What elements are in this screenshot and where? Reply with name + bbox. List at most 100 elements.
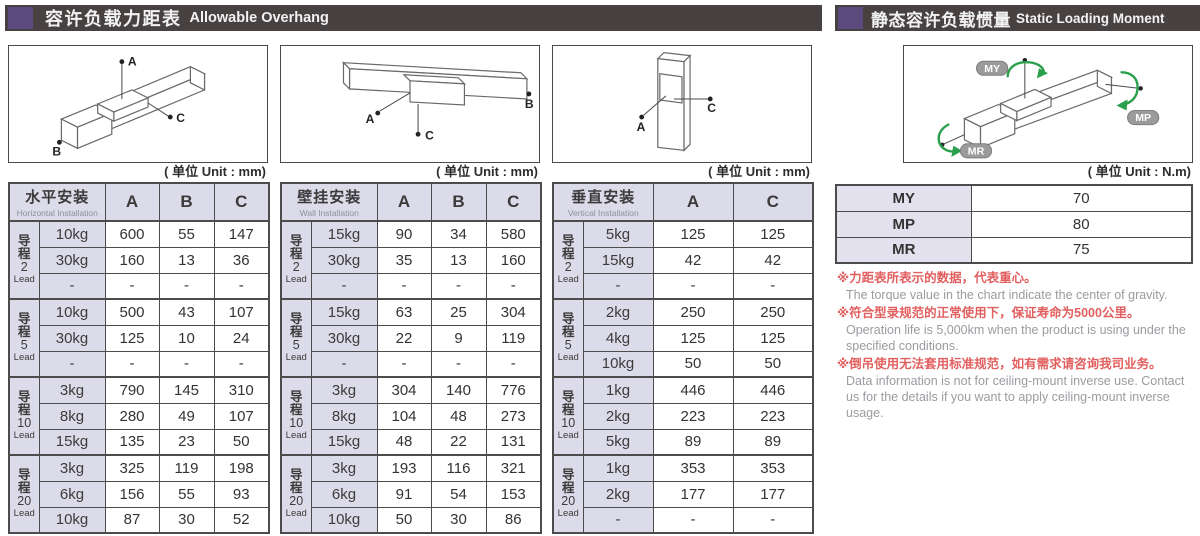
table-row: 导程 2 Lead 15kg 90 34 580 <box>280 220 542 300</box>
vertical-installation-panel: A C ( 单位 Unit : mm) 垂直安装 Vertical Install… <box>552 45 814 534</box>
horizontal-diagram-box: A B C <box>8 45 268 163</box>
load-cell: - <box>310 272 378 300</box>
table-row: 导程 5 Lead 2kg 250 250 <box>552 298 814 378</box>
value-cell: 250 <box>732 298 814 326</box>
value-cell: 304 <box>376 376 432 404</box>
value-cell: 49 <box>158 402 215 430</box>
table-row: MY 70 <box>835 184 1193 212</box>
value-cell: 9 <box>430 324 487 352</box>
point-marker-c <box>707 96 713 102</box>
lead-number: 10 <box>561 416 576 430</box>
moment-row-value: 75 <box>970 236 1193 264</box>
table-row: 导程 10 Lead 1kg 446 446 <box>552 376 814 456</box>
lead-zh-char: 导 <box>561 390 575 404</box>
value-cell: 91 <box>376 480 432 508</box>
value-cell: 321 <box>485 454 542 482</box>
value-cell: - <box>652 506 734 534</box>
load-cell: - <box>38 272 106 300</box>
load-cell: - <box>582 506 654 534</box>
column-header: B <box>158 182 215 222</box>
diagram-label-c: C <box>425 128 434 142</box>
unit-label-nm: ( 单位 Unit : N.m) <box>1087 164 1191 179</box>
lead-cell: 导程 2 Lead <box>552 220 584 300</box>
table-row: 导程 5 Lead 10kg 500 43 107 <box>8 298 270 378</box>
value-cell: 446 <box>732 376 814 404</box>
column-header: B <box>430 182 487 222</box>
horizontal-installation-panel: A B C ( 单位 Unit : mm) 水平安装 Horizontal Ins… <box>8 45 271 534</box>
note-zh: ※符合型录规范的正常使用下，保证寿命为5000公里。 <box>837 306 1140 320</box>
table-row: MR 75 <box>835 236 1193 264</box>
note-item: ※倒吊使用无法套用标准规范，如有需求请咨询我司业务。 Data informat… <box>837 356 1199 421</box>
diagram-label-b: B <box>52 144 61 158</box>
load-cell: 30kg <box>38 324 106 352</box>
lead-cell: 导程 5 Lead <box>552 298 584 378</box>
load-cell: 8kg <box>310 402 378 430</box>
lead-en: Lead <box>13 352 35 363</box>
value-cell: 790 <box>104 376 160 404</box>
value-cell: 30 <box>158 506 215 534</box>
value-cell: 160 <box>104 246 160 274</box>
load-cell: 10kg <box>38 220 106 248</box>
value-cell: 147 <box>213 220 270 248</box>
value-cell: - <box>485 350 542 378</box>
value-cell: - <box>104 272 160 300</box>
value-cell: 24 <box>213 324 270 352</box>
load-cell: 10kg <box>310 506 378 534</box>
diagram-label-b: B <box>525 97 534 111</box>
lead-number: 20 <box>561 494 576 508</box>
lead-zh-char: 导 <box>561 312 575 326</box>
point-marker-a <box>375 110 381 116</box>
lead-zh-char: 导 <box>289 234 303 248</box>
lead-zh-char: 程 <box>289 247 303 261</box>
lead-zh-char: 导 <box>17 312 31 326</box>
lead-cell: 导程 10 Lead <box>8 376 40 456</box>
value-cell: 135 <box>104 428 160 456</box>
moment-label-mp: MP <box>1135 112 1151 124</box>
value-cell: 50 <box>213 428 270 456</box>
table-row: --- <box>553 272 814 300</box>
load-cell: 2kg <box>582 480 654 508</box>
wall-actuator-diagram: A B C <box>341 61 534 142</box>
table-row: 导程 20 Lead 3kg 325 119 198 <box>8 454 270 534</box>
table-header-row: 壁挂安装 Wall Installation A B C <box>280 182 542 222</box>
lead-en: Lead <box>285 352 307 363</box>
value-cell: 325 <box>104 454 160 482</box>
value-cell: 177 <box>732 480 814 508</box>
table-row: 8kg 280 49 107 <box>9 402 270 430</box>
lead-zh-char: 程 <box>17 481 31 495</box>
moment-row-label: MP <box>835 210 972 238</box>
lead-cell: 导程 10 Lead <box>280 376 312 456</box>
moment-row-value: 70 <box>970 184 1193 212</box>
value-cell: 55 <box>158 220 215 248</box>
value-cell: 34 <box>430 220 487 248</box>
table-title: 水平安装 Horizontal Installation <box>8 182 106 222</box>
notes-block: ※力距表所表示的数据，代表重心。 The torque value in the… <box>837 270 1199 423</box>
value-cell: 107 <box>213 402 270 430</box>
table-title-zh: 垂直安装 <box>571 189 636 206</box>
lead-zh-char: 导 <box>17 390 31 404</box>
moment-row-value: 80 <box>970 210 1193 238</box>
value-cell: 42 <box>732 246 814 274</box>
point-marker-c <box>415 131 421 137</box>
lead-number: 20 <box>17 494 32 508</box>
table-row: 导程 20 Lead 3kg 193 116 321 <box>280 454 542 534</box>
table-row: 30kg 125 10 24 <box>9 324 270 352</box>
value-cell: 776 <box>485 376 542 404</box>
table-title-en: Vertical Installation <box>567 208 639 218</box>
lead-en: Lead <box>557 430 579 441</box>
column-header: A <box>104 182 160 222</box>
load-cell: 30kg <box>310 246 378 274</box>
value-cell: 153 <box>485 480 542 508</box>
lead-number: 20 <box>289 494 304 508</box>
lead-cell: 导程 20 Lead <box>280 454 312 534</box>
lead-cell: 导程 2 Lead <box>280 220 312 300</box>
table-row: --- <box>553 506 814 534</box>
table-row: 30kg 22 9 119 <box>281 324 542 352</box>
load-cell: 10kg <box>38 506 106 534</box>
vertical-diagram-box: A C <box>552 45 812 163</box>
value-cell: - <box>652 272 734 300</box>
value-cell: 119 <box>485 324 542 352</box>
horizontal-table-host: 水平安装 Horizontal Installation A B C 导程 2 Lead 10k… <box>8 182 271 534</box>
lead-zh-char: 导 <box>289 390 303 404</box>
lead-cell: 导程 20 Lead <box>8 454 40 534</box>
